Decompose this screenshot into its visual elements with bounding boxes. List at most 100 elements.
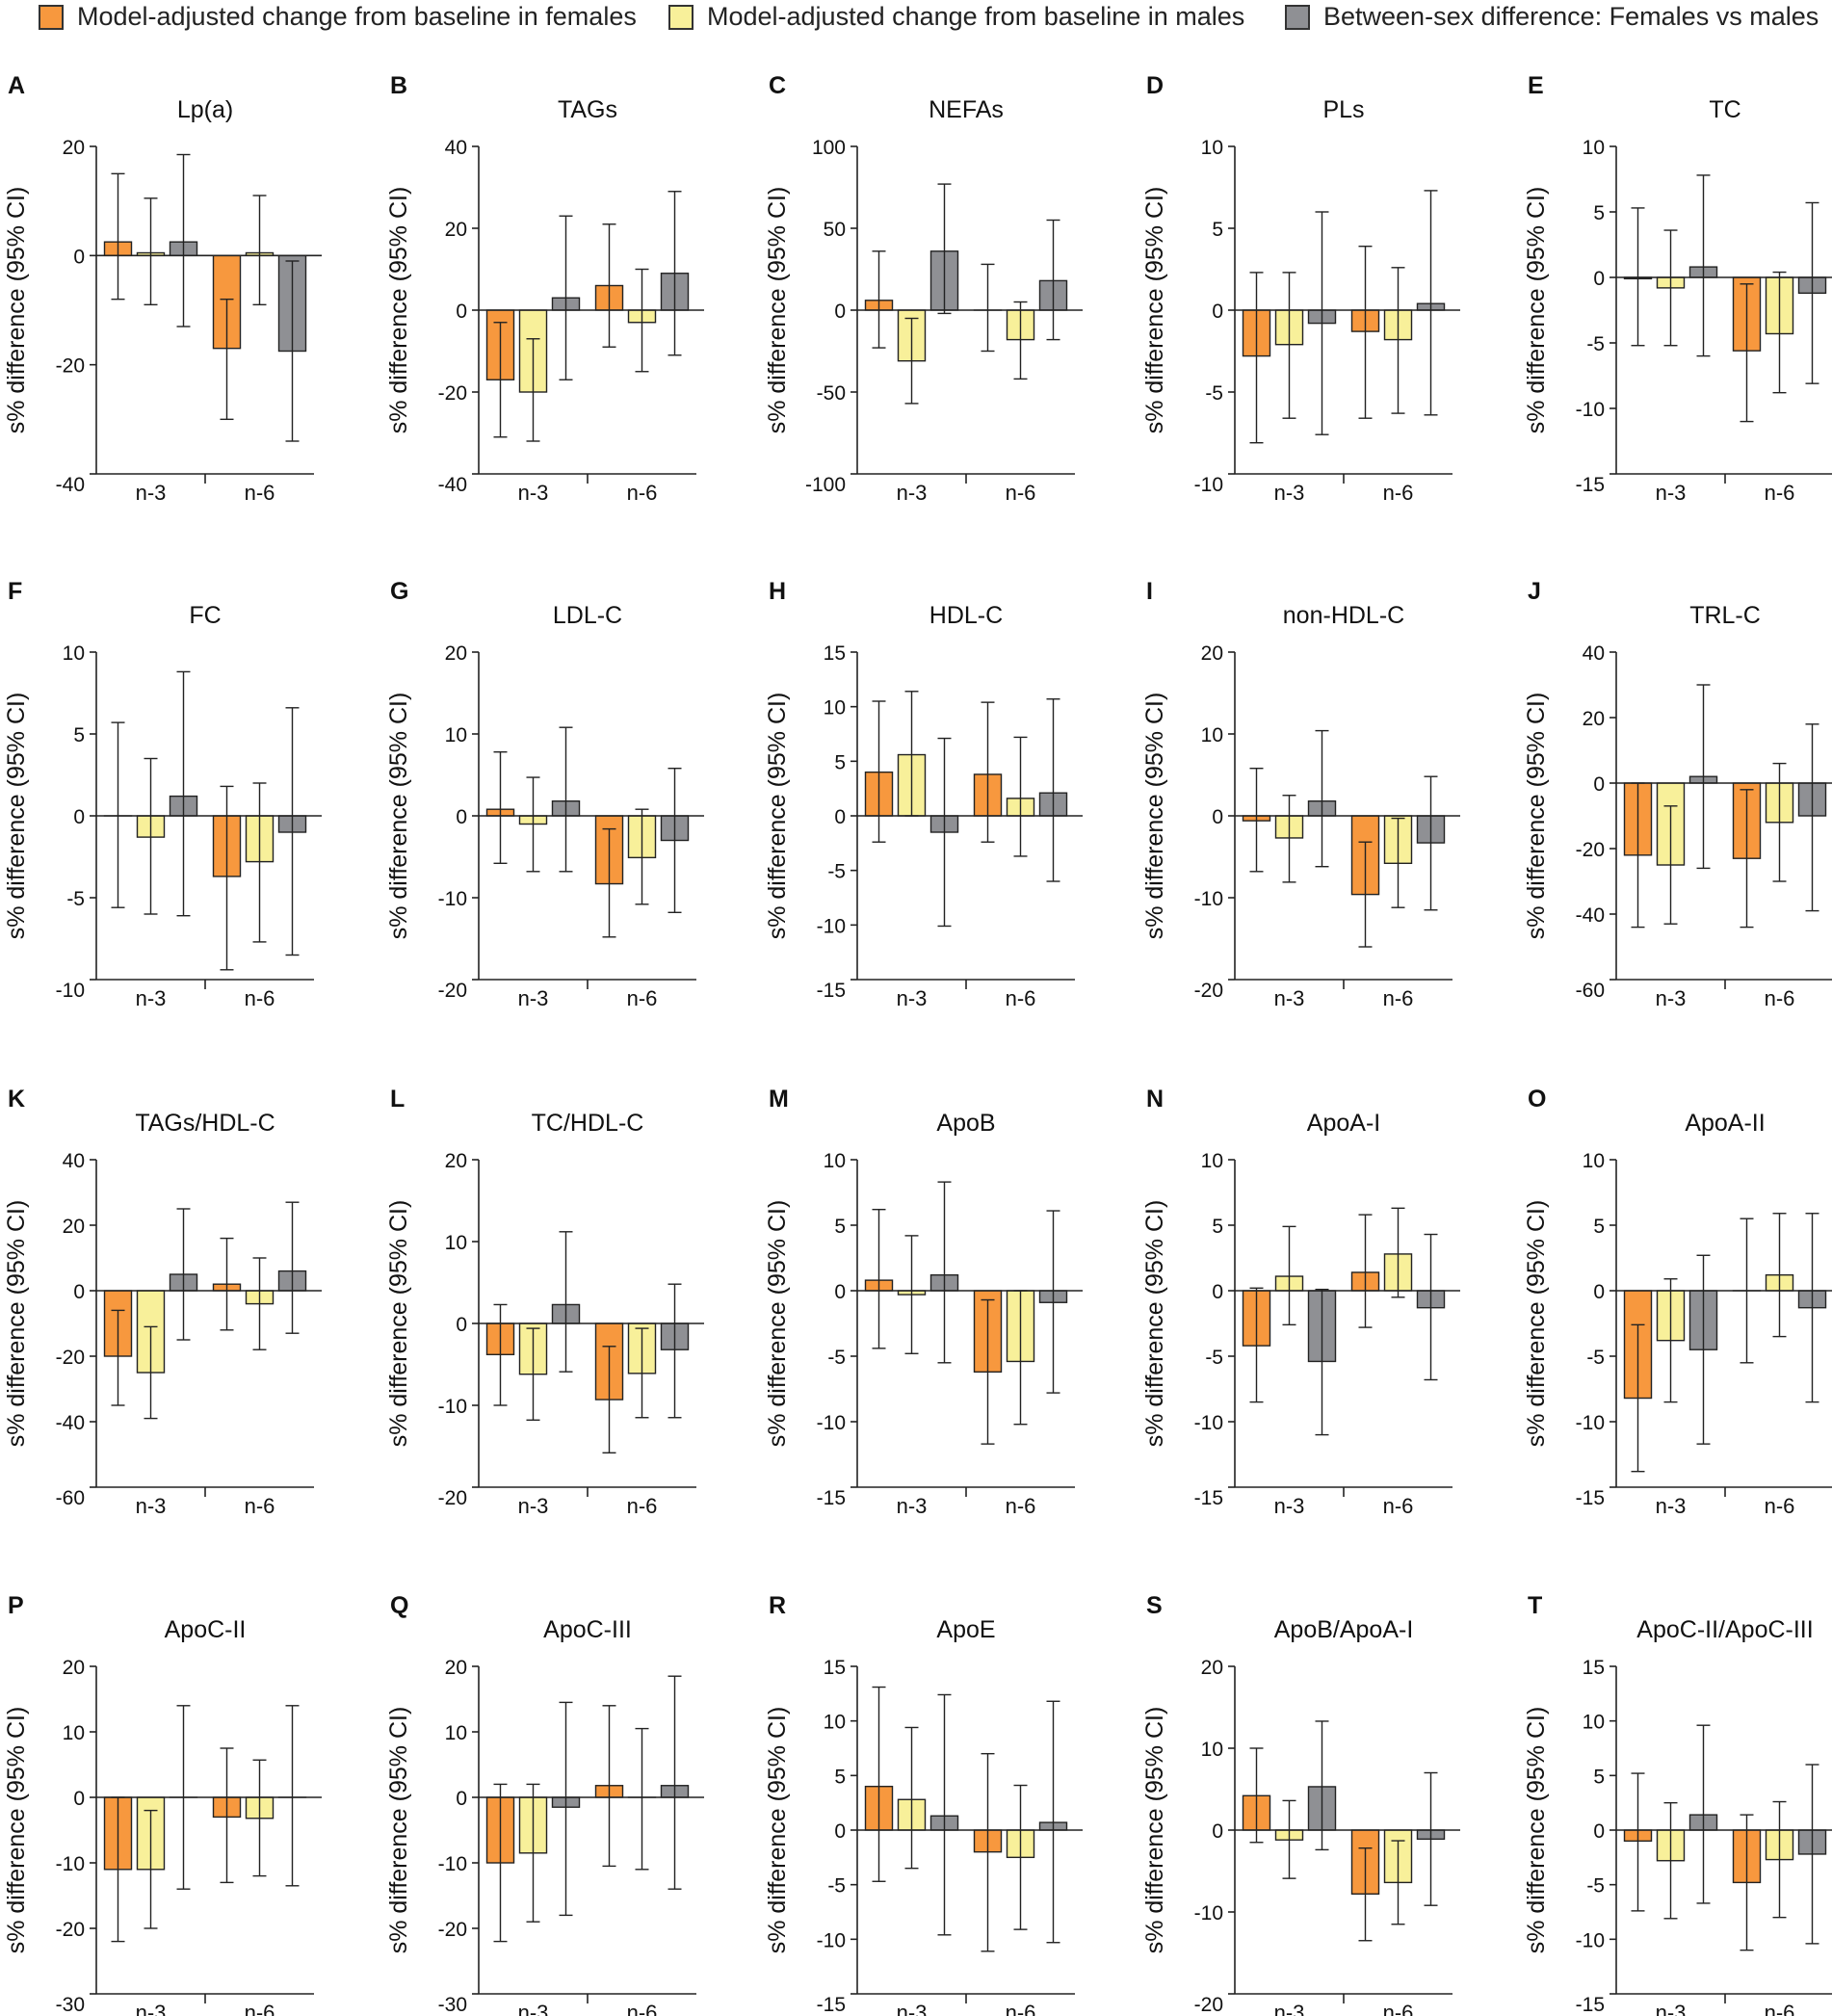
legend-swatch-females (39, 4, 64, 30)
y-tick-label-f: 5 (73, 724, 85, 746)
y-tick-label-b: -20 (438, 382, 467, 405)
x-tick-label-q: n-3 (518, 2001, 549, 2016)
x-tick-label-d: n-6 (1383, 481, 1414, 505)
y-tick-label-q: -10 (438, 1853, 467, 1875)
panel-letter-s: S (1146, 1592, 1163, 1619)
y-tick-label-a: -40 (56, 474, 85, 496)
panel-title-s: ApoB/ApoA-I (1274, 1616, 1414, 1643)
y-tick-label-g: 20 (445, 642, 467, 665)
y-tick-label-q: 20 (445, 1657, 467, 1679)
y-tick-label-q: 10 (445, 1722, 467, 1744)
x-tick-label-p: n-3 (136, 2001, 167, 2016)
panel-letter-j: J (1528, 578, 1541, 605)
y-axis-label-e: s% difference (95% CI) (1523, 187, 1550, 434)
panel-d: D PLs s% difference (95% CI) -10 -5 0 5 10 n-3 n-… (1141, 72, 1460, 505)
panel-title-l: TC/HDL-C (532, 1110, 644, 1137)
panel-letter-c: C (769, 72, 786, 99)
y-tick-label-r: -5 (827, 1875, 846, 1898)
x-tick-label-t: n-6 (1765, 2001, 1795, 2016)
y-tick-label-i: 0 (1212, 806, 1223, 828)
y-tick-label-q: 0 (456, 1788, 467, 1810)
panel-b: B TAGs s% difference (95% CI) -40 -20 0 20 40 n-… (385, 72, 704, 505)
y-tick-label-g: -20 (438, 980, 467, 1002)
panel-title-q: ApoC-III (543, 1616, 632, 1643)
y-tick-label-d: -10 (1194, 474, 1223, 496)
y-tick-label-r: -10 (817, 1929, 846, 1951)
y-tick-label-p: -30 (56, 1994, 85, 2016)
panel-letter-a: A (8, 72, 25, 99)
y-tick-label-s: 10 (1201, 1739, 1223, 1761)
y-tick-label-h: 15 (824, 642, 846, 665)
y-axis-label-r: s% difference (95% CI) (764, 1707, 791, 1954)
x-tick-label-h: n-3 (897, 986, 928, 1010)
y-tick-label-a: 0 (73, 246, 85, 268)
y-tick-label-e: -10 (1576, 399, 1605, 421)
y-axis-label-a: s% difference (95% CI) (3, 187, 30, 434)
panel-title-f: FC (189, 602, 221, 629)
panel-letter-b: B (390, 72, 407, 99)
y-tick-label-d: -5 (1205, 382, 1223, 405)
y-tick-label-o: -15 (1576, 1487, 1605, 1509)
y-tick-label-g: 0 (456, 806, 467, 828)
y-tick-label-n: 0 (1212, 1281, 1223, 1303)
y-tick-label-r: 15 (824, 1657, 846, 1679)
panel-letter-t: T (1528, 1592, 1542, 1619)
panel-title-n: ApoA-I (1307, 1110, 1380, 1137)
y-tick-label-n: 5 (1212, 1216, 1223, 1238)
y-tick-label-m: -15 (817, 1487, 846, 1509)
x-tick-label-b: n-6 (627, 481, 658, 505)
y-tick-label-c: -50 (817, 382, 846, 405)
panel-a: A Lp(a) s% difference (95% CI) -40 -20 0 20 n-3… (3, 72, 322, 505)
panel-letter-r: R (769, 1592, 786, 1619)
y-tick-label-h: 10 (824, 697, 846, 720)
x-tick-label-b: n-3 (518, 481, 549, 505)
y-tick-label-h: -15 (817, 980, 846, 1002)
y-tick-label-p: 10 (63, 1722, 85, 1744)
y-tick-label-n: -10 (1194, 1412, 1223, 1434)
y-axis-label-d: s% difference (95% CI) (1141, 187, 1168, 434)
y-tick-label-q: -30 (438, 1994, 467, 2016)
y-tick-label-b: 0 (456, 301, 467, 323)
y-tick-label-e: -5 (1586, 333, 1605, 355)
y-axis-label-g: s% difference (95% CI) (385, 693, 412, 940)
legend-swatch-males (668, 4, 694, 30)
x-tick-label-l: n-6 (627, 1494, 658, 1518)
panel-r: R ApoE s% difference (95% CI) -15 -10 -5 0 5 10 1… (764, 1592, 1083, 2016)
y-tick-label-f: 0 (73, 806, 85, 828)
y-tick-label-i: -10 (1194, 888, 1223, 910)
y-axis-label-n: s% difference (95% CI) (1141, 1200, 1168, 1448)
x-tick-label-k: n-6 (245, 1494, 275, 1518)
x-tick-label-e: n-3 (1656, 481, 1687, 505)
y-tick-label-h: 5 (834, 751, 846, 773)
y-tick-label-b: 40 (445, 137, 467, 159)
y-tick-label-t: 10 (1583, 1712, 1605, 1734)
y-tick-label-p: -10 (56, 1853, 85, 1875)
y-tick-label-e: -15 (1576, 474, 1605, 496)
x-tick-label-a: n-3 (136, 481, 167, 505)
panel-title-c: NEFAs (929, 96, 1004, 123)
x-tick-label-d: n-3 (1274, 481, 1305, 505)
panel-title-r: ApoE (936, 1616, 995, 1643)
y-tick-label-j: 20 (1583, 708, 1605, 730)
x-tick-label-f: n-3 (136, 986, 167, 1010)
y-tick-label-f: -10 (56, 980, 85, 1002)
y-axis-label-f: s% difference (95% CI) (3, 693, 30, 940)
y-tick-label-l: -10 (438, 1396, 467, 1418)
x-tick-label-m: n-6 (1006, 1494, 1036, 1518)
y-axis-label-s: s% difference (95% CI) (1141, 1707, 1168, 1954)
panel-n: N ApoA-I s% difference (95% CI) -15 -10 -5 0 5 1… (1141, 1086, 1460, 1518)
y-tick-label-t: -15 (1576, 1994, 1605, 2016)
y-axis-label-t: s% difference (95% CI) (1523, 1707, 1550, 1954)
x-tick-label-o: n-6 (1765, 1494, 1795, 1518)
panel-letter-d: D (1146, 72, 1164, 99)
x-tick-label-a: n-6 (245, 481, 275, 505)
y-tick-label-m: 5 (834, 1216, 846, 1238)
legend-label-difference: Between-sex difference: Females vs males (1323, 2, 1819, 31)
panel-title-a: Lp(a) (177, 96, 233, 123)
y-tick-label-k: 20 (63, 1216, 85, 1238)
y-tick-label-e: 0 (1593, 268, 1605, 290)
y-tick-label-i: 10 (1201, 724, 1223, 746)
y-tick-label-o: -5 (1586, 1347, 1605, 1369)
x-tick-label-k: n-3 (136, 1494, 167, 1518)
